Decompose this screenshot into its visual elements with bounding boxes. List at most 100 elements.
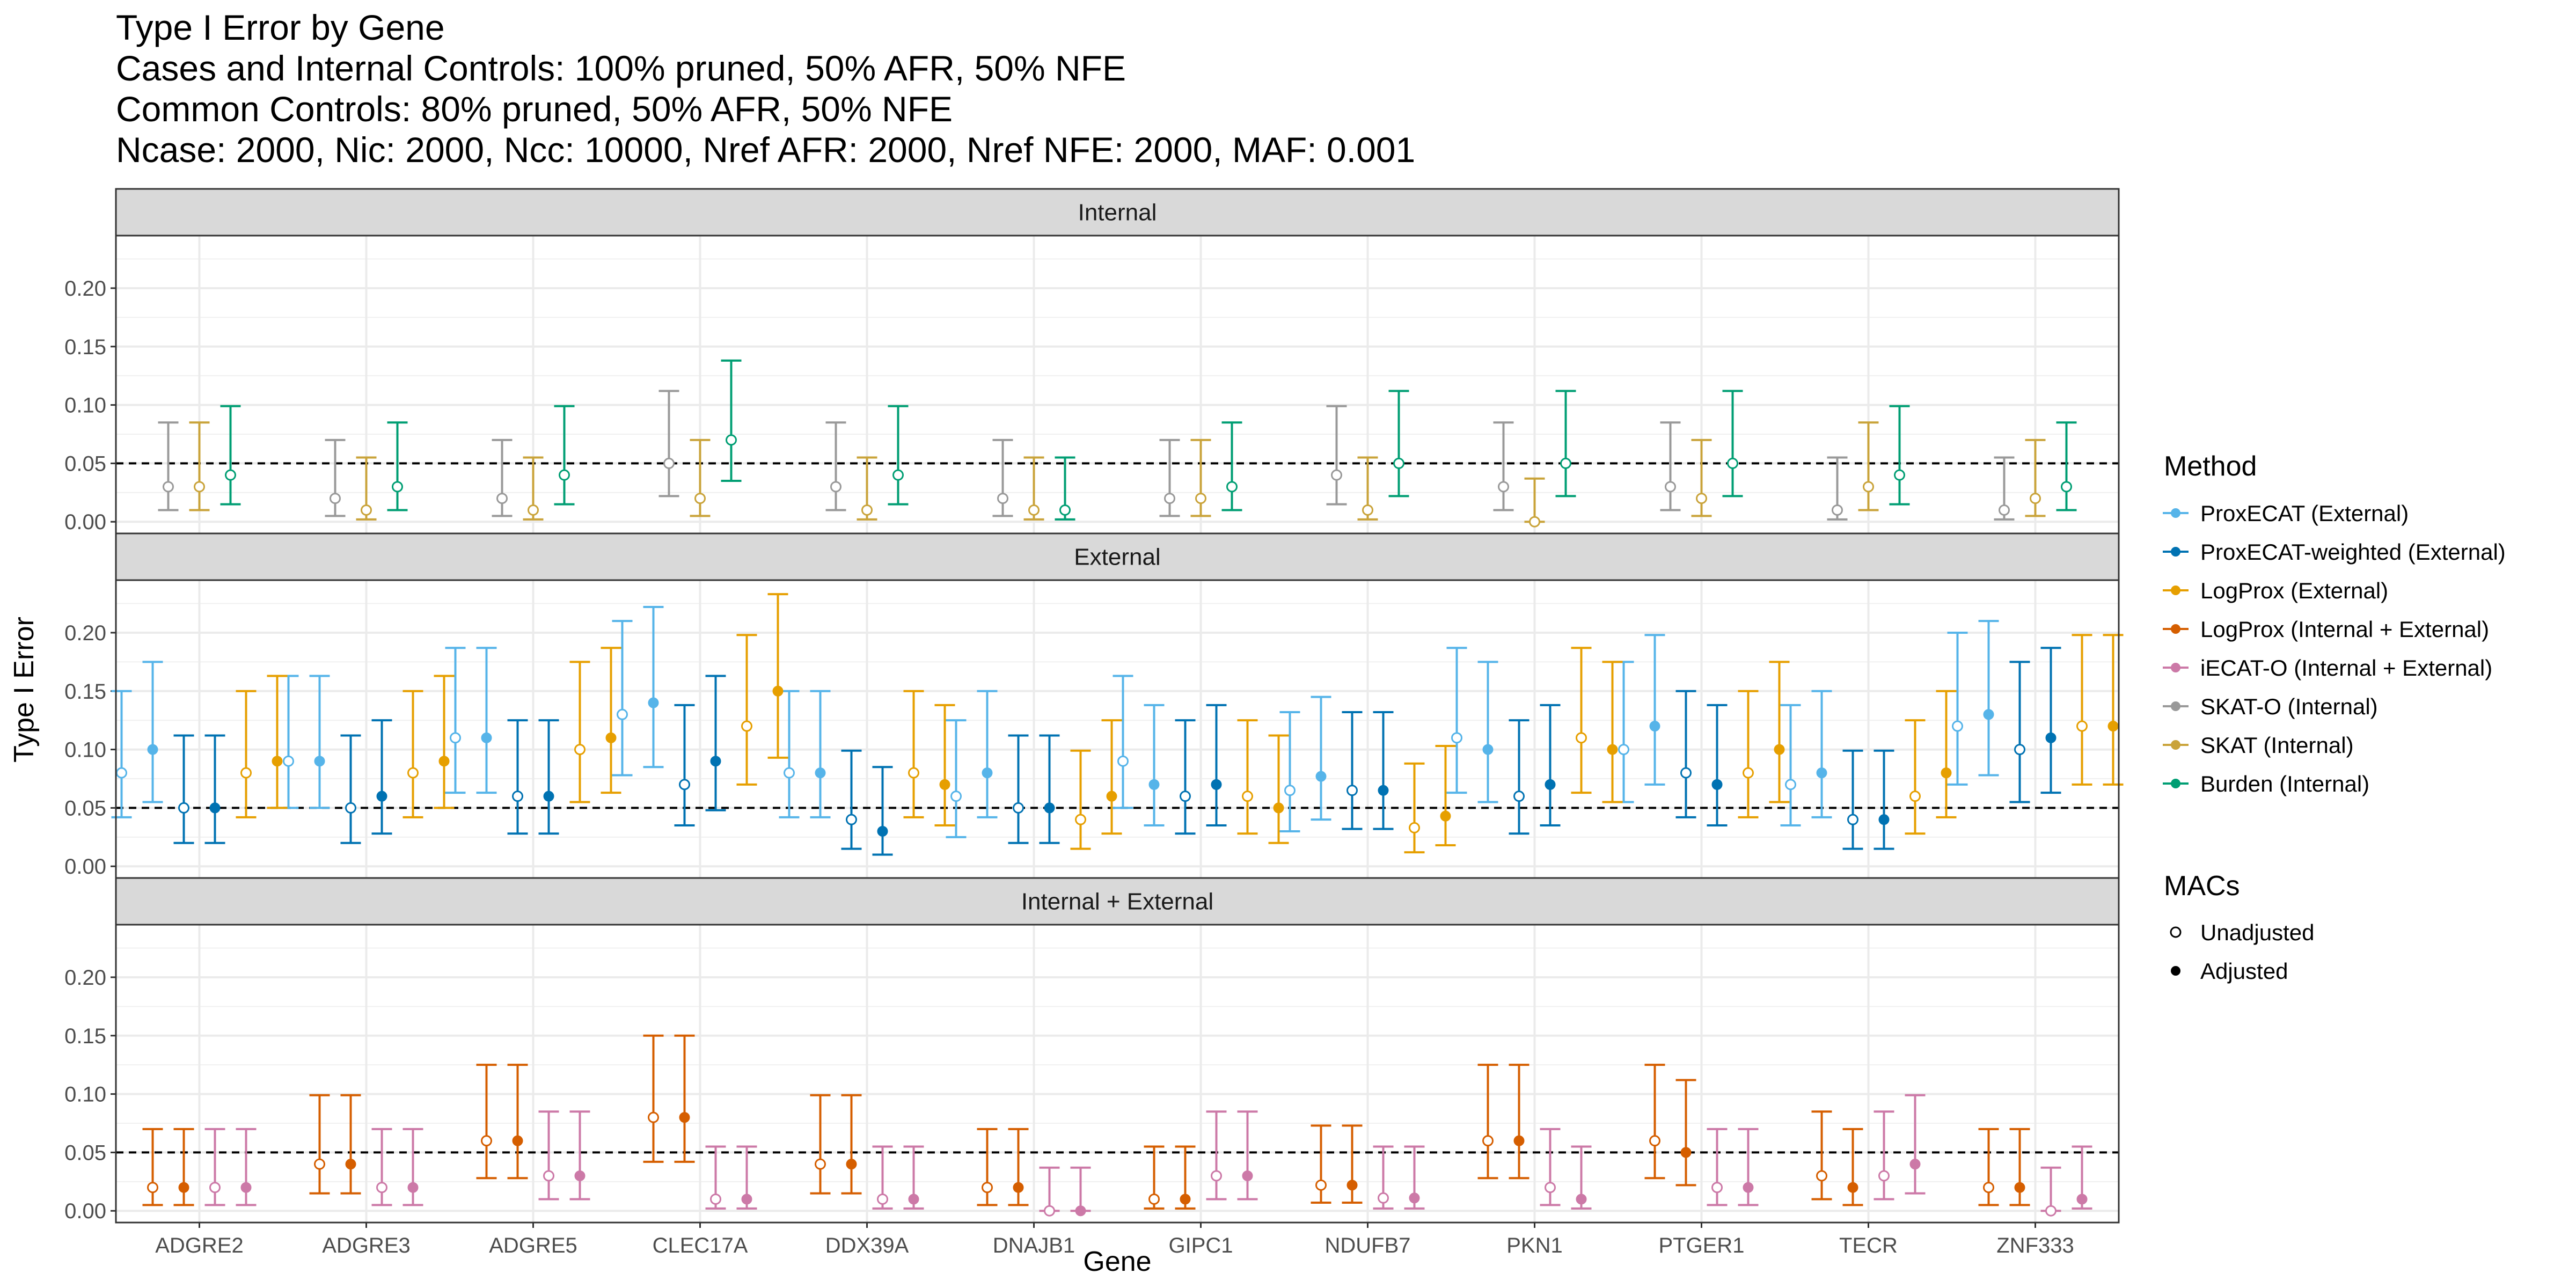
data-point (194, 481, 205, 493)
panel-strip-label: Internal (1078, 200, 1157, 226)
data-point (830, 481, 841, 493)
data-point (815, 1158, 826, 1170)
legend-label: iECAT-O (Internal + External) (2200, 655, 2492, 680)
data-point (1180, 1194, 1191, 1205)
data-point (877, 825, 888, 837)
data-point (1148, 779, 1160, 790)
data-point (815, 767, 826, 779)
panel-border (115, 924, 2120, 1224)
y-tick-label: 0.15 (64, 680, 106, 704)
data-point (648, 697, 659, 708)
data-point (1696, 493, 1707, 504)
data-point (376, 1182, 387, 1194)
legend-item: SKAT (Internal) (2163, 733, 2354, 758)
y-tick-label: 0.20 (64, 966, 106, 990)
x-tick-label: DNAJB1 (993, 1234, 1075, 1257)
legend-label: ProxECAT (External) (2200, 501, 2409, 526)
data-point (982, 767, 993, 779)
legend-key-point (2171, 740, 2180, 750)
panel-2: Internal + External 0.00 0.05 0.10 0.15 0.20 (64, 877, 2120, 1224)
data-point (741, 1194, 752, 1205)
data-point (1863, 481, 1874, 493)
legend-item: Unadjusted (2170, 920, 2314, 945)
legend-key-point (2171, 779, 2180, 788)
series-logprox-internal-external--unadjusted (142, 1034, 1999, 1210)
data-point (1180, 791, 1191, 802)
data-point (2107, 721, 2119, 732)
legend-label: Unadjusted (2200, 920, 2314, 945)
data-point (877, 1193, 888, 1205)
data-point (950, 791, 962, 802)
data-point (2076, 720, 2088, 732)
y-tick-label: 0.05 (64, 796, 106, 820)
data-point (512, 791, 523, 802)
panel-strip (115, 188, 2120, 237)
data-point (1346, 1180, 1358, 1191)
data-point (528, 504, 539, 516)
data-point (1909, 791, 1921, 802)
data-point (1999, 504, 2010, 516)
legend-label: LogProx (Internal + External) (2200, 617, 2489, 642)
data-point (1878, 814, 1890, 825)
panel-strip-label: External (1074, 544, 1160, 570)
data-point (283, 755, 294, 767)
data-point (1727, 457, 1738, 469)
legend-item: ProxECAT-weighted (External) (2163, 539, 2506, 565)
data-point (1607, 744, 1618, 755)
data-point (178, 1182, 189, 1193)
data-point (741, 720, 752, 732)
data-point (1211, 1170, 1222, 1182)
legend-item: LogProx (Internal + External) (2163, 617, 2489, 642)
title-line-1: Type I Error by Gene (116, 8, 445, 47)
data-point (694, 493, 706, 504)
data-point (1226, 481, 1238, 493)
legend-label: ProxECAT-weighted (External) (2200, 539, 2506, 565)
y-tick-label: 0.00 (64, 855, 106, 879)
data-point (1560, 457, 1571, 469)
data-point (1409, 822, 1420, 833)
data-point (939, 779, 950, 790)
legend-label: SKAT-O (Internal) (2200, 694, 2378, 719)
data-point (1649, 1135, 1660, 1147)
legend-key-point (2171, 624, 2180, 634)
chart-title: Type I Error by Gene Cases and Internal … (116, 8, 1415, 170)
data-point (407, 767, 419, 779)
x-tick-label: GIPC1 (1168, 1234, 1233, 1257)
data-point (2045, 732, 2057, 743)
data-point (209, 1182, 221, 1194)
data-point (481, 732, 492, 743)
data-point (663, 457, 675, 469)
data-point (240, 767, 252, 779)
data-point (512, 1135, 523, 1146)
data-point (846, 814, 857, 825)
data-point (679, 779, 690, 791)
title-line-3: Common Controls: 80% pruned, 50% AFR, 50… (116, 89, 953, 129)
data-point (225, 469, 236, 481)
legend-method-items: ProxECAT (External) ProxECAT-weighted (Ex… (2163, 501, 2506, 796)
data-point (178, 802, 189, 814)
legend-key-point (2171, 701, 2180, 711)
data-point (1315, 1179, 1327, 1191)
series-proxecat-weighted-external--unadjusted (173, 661, 2030, 850)
data-point (1242, 791, 1253, 802)
data-point (1878, 1170, 1890, 1182)
data-point (1847, 814, 1858, 825)
data-point (1211, 779, 1222, 790)
panel-strip-label: Internal + External (1021, 889, 1213, 915)
x-tick-label: ADGRE5 (489, 1234, 577, 1257)
data-point (147, 744, 158, 755)
data-point (710, 756, 721, 767)
data-point (1148, 1193, 1160, 1205)
y-tick-label: 0.00 (64, 510, 106, 534)
data-point (272, 756, 283, 767)
data-point (1378, 1192, 1389, 1204)
data-point (1952, 720, 1963, 732)
data-point (1847, 1182, 1858, 1193)
series-logprox-external--unadjusted (236, 634, 2092, 854)
data-point (314, 1158, 325, 1170)
data-point (209, 802, 221, 814)
data-point (2045, 1205, 2057, 1217)
data-point (605, 732, 617, 743)
series-logprox-external--adjusted (267, 593, 2124, 847)
